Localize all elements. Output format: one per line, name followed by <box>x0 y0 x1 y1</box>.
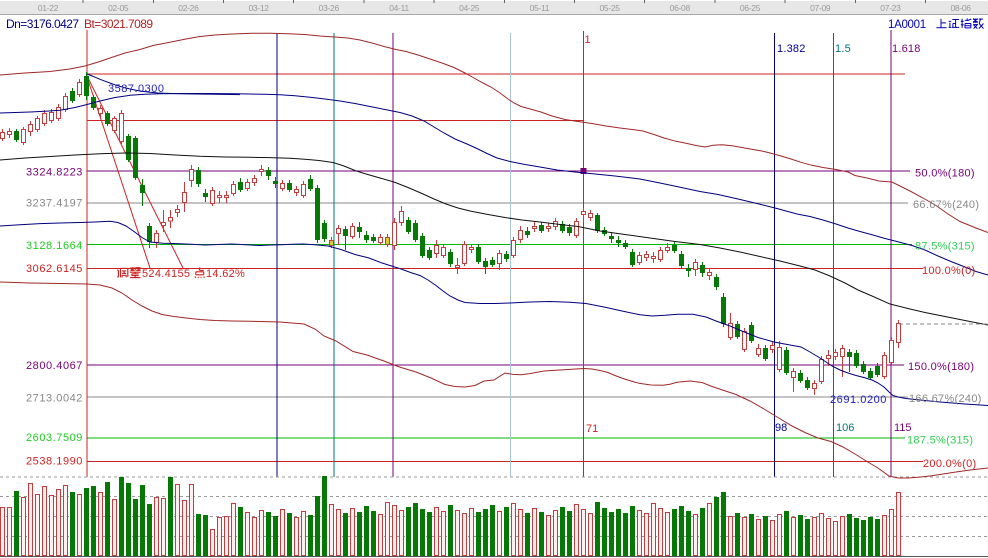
svg-text:14.62%: 14.62% <box>206 268 245 280</box>
svg-text:05-25: 05-25 <box>599 3 620 13</box>
svg-text:2800.4067: 2800.4067 <box>26 360 83 372</box>
svg-text:3062.6145: 3062.6145 <box>26 263 83 275</box>
svg-text:05-11: 05-11 <box>530 3 550 13</box>
svg-text:2713.0042: 2713.0042 <box>26 393 83 405</box>
svg-text:3324.8223: 3324.8223 <box>26 167 83 179</box>
svg-text:100.0%(0): 100.0%(0) <box>922 265 975 277</box>
svg-text:71: 71 <box>586 423 598 435</box>
svg-text:01-22: 01-22 <box>38 3 59 13</box>
svg-text:98: 98 <box>775 422 787 434</box>
svg-text:03-26: 03-26 <box>319 3 340 13</box>
svg-text:200.0%(0): 200.0%(0) <box>923 458 976 470</box>
svg-text:50.0%(180): 50.0%(180) <box>915 168 975 180</box>
svg-text:166.67%(240): 166.67%(240) <box>909 393 982 405</box>
svg-text:106: 106 <box>836 422 854 434</box>
svg-text:06-08: 06-08 <box>670 3 691 13</box>
svg-text:3128.1664: 3128.1664 <box>26 240 83 252</box>
svg-text:187.5%(315): 187.5%(315) <box>907 435 973 447</box>
svg-text:Dn=3176.0427: Dn=3176.0427 <box>6 17 79 31</box>
svg-text:07-23: 07-23 <box>880 3 901 13</box>
svg-text:07-09: 07-09 <box>810 3 831 13</box>
svg-text:2603.7509: 2603.7509 <box>26 432 83 444</box>
svg-text:04-25: 04-25 <box>459 3 480 13</box>
svg-text:1.618: 1.618 <box>892 43 921 55</box>
svg-text:1.5: 1.5 <box>835 43 851 55</box>
svg-text:02-05: 02-05 <box>108 3 129 13</box>
svg-text:150.0%(180): 150.0%(180) <box>908 361 974 373</box>
svg-text:2538.1990: 2538.1990 <box>26 456 83 468</box>
svg-text:524.4155: 524.4155 <box>142 268 190 280</box>
svg-text:1A0001: 1A0001 <box>888 19 926 31</box>
svg-text:3587.0300: 3587.0300 <box>108 83 165 95</box>
svg-text:1: 1 <box>585 34 591 46</box>
svg-text:03-12: 03-12 <box>248 3 269 13</box>
svg-text:06-25: 06-25 <box>740 3 761 13</box>
svg-text:115: 115 <box>894 422 912 434</box>
svg-text:Bt=3021.7089: Bt=3021.7089 <box>84 17 153 31</box>
svg-text:3237.4197: 3237.4197 <box>26 198 83 210</box>
svg-text:08-06: 08-06 <box>950 3 971 13</box>
svg-text:2691.0200: 2691.0200 <box>830 394 887 406</box>
svg-text:04-11: 04-11 <box>389 3 409 13</box>
svg-text:87.5%(315): 87.5%(315) <box>915 241 975 253</box>
svg-text:66.67%(240): 66.67%(240) <box>913 199 979 211</box>
svg-text:02-26: 02-26 <box>178 3 199 13</box>
svg-text:1.382: 1.382 <box>777 43 806 55</box>
